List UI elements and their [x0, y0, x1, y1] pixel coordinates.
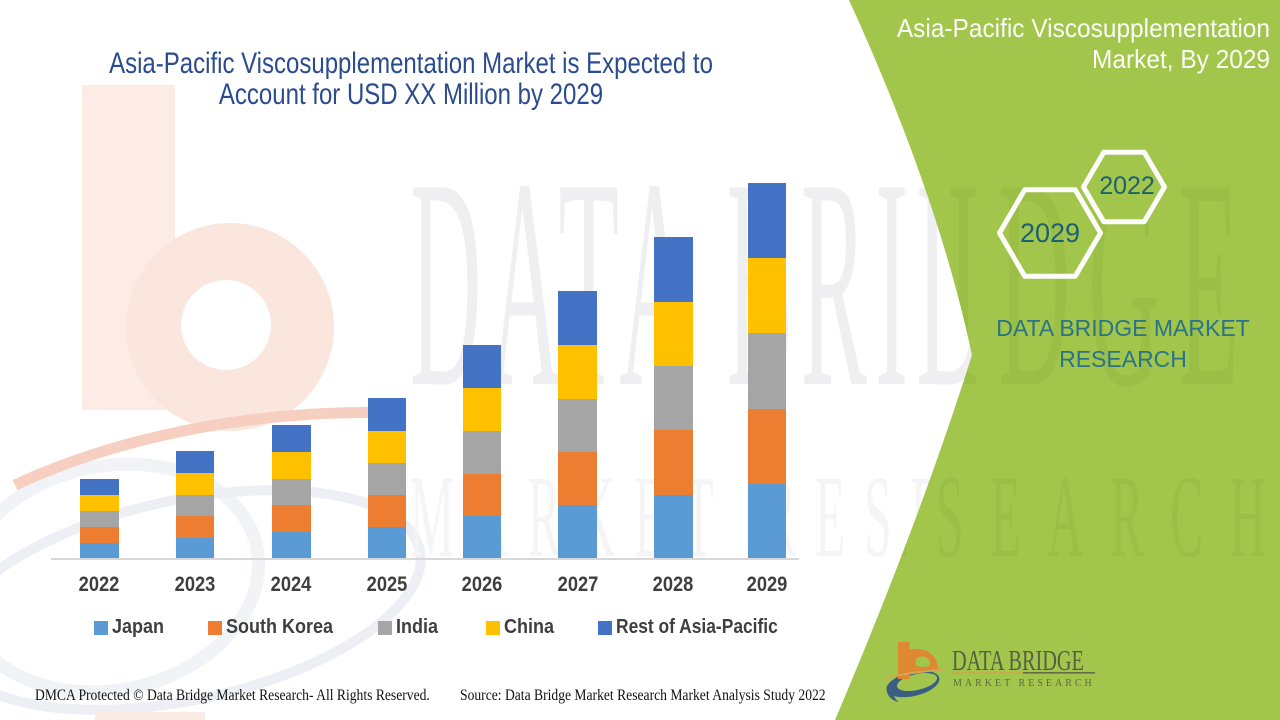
- svg-text:MARKET RESEARCH: MARKET RESEARCH: [953, 678, 1095, 689]
- svg-text:MARKET RESEARCH: MARKET RESEARCH: [410, 450, 1280, 582]
- svg-text:DATA BRIDGE: DATA BRIDGE: [952, 646, 1084, 677]
